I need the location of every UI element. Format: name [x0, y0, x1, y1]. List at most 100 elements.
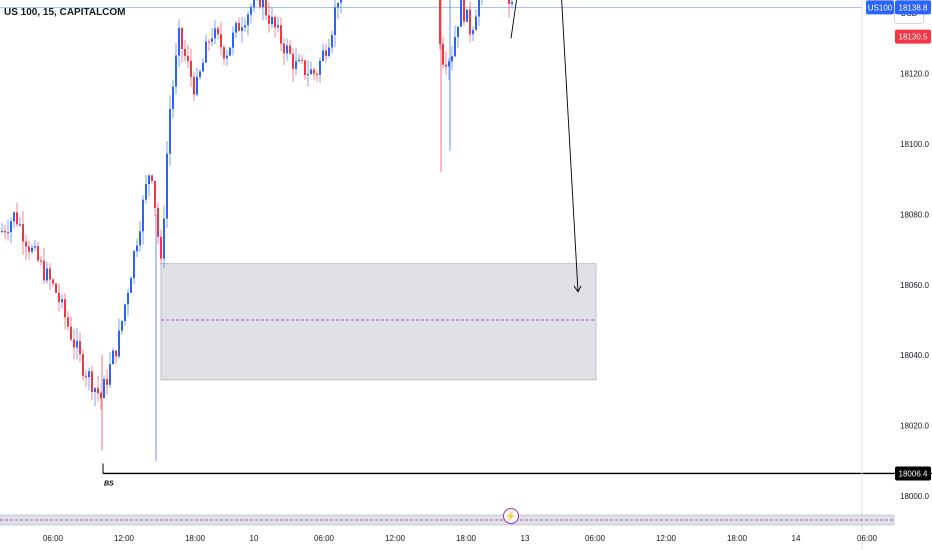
candle-body — [511, 1, 513, 4]
candle-body — [271, 16, 273, 25]
candle-body — [448, 61, 450, 67]
candle-body — [442, 44, 444, 65]
candle — [130, 275, 132, 293]
candle-body — [478, 0, 480, 17]
candle-body — [7, 232, 9, 234]
price-tick-label: 18000.0 — [900, 492, 929, 501]
candle-body — [130, 278, 132, 293]
time-tick-label: 06:00 — [43, 534, 64, 543]
time-tick-label: 13 — [521, 534, 530, 543]
candle — [217, 25, 219, 40]
candle — [55, 282, 57, 294]
candle — [115, 350, 117, 364]
candle-body — [325, 50, 327, 56]
zone-box[interactable] — [160, 263, 597, 381]
flash-icon[interactable]: ⚡ — [503, 508, 519, 524]
price-axis[interactable]: 18000.0 18020.0 18040.0 18060.0 18080.0 18100… — [861, 0, 931, 550]
candle — [454, 25, 456, 58]
candle — [10, 217, 12, 244]
candle — [31, 243, 33, 255]
price-marker-support: 18006.4 — [899, 469, 928, 478]
time-tick-label: 12:00 — [656, 534, 677, 543]
candle-body — [85, 375, 87, 378]
candle — [295, 48, 297, 76]
symbol-title[interactable]: US 100, 15, CAPITALCOM — [4, 7, 126, 18]
candle — [187, 44, 189, 69]
candle — [220, 21, 222, 56]
candle-body — [472, 30, 474, 35]
candle — [202, 58, 204, 72]
candle-body — [247, 14, 249, 26]
candle — [46, 261, 48, 284]
candle — [268, 2, 270, 33]
candle-body — [91, 371, 93, 393]
candle-body — [340, 0, 342, 3]
candle-body — [316, 73, 318, 75]
candle-body — [61, 299, 63, 303]
candle-body — [121, 320, 123, 331]
candle-body — [106, 379, 108, 385]
candle — [319, 57, 321, 84]
candle — [472, 26, 474, 41]
candle-body — [331, 34, 333, 48]
candle — [1, 223, 3, 234]
price-tick-label: 18060.0 — [900, 281, 929, 290]
price-tick-label: 18100.0 — [900, 140, 929, 149]
candle — [283, 38, 285, 66]
candle — [133, 249, 135, 284]
candle-body — [457, 26, 459, 38]
candle-body — [460, 0, 462, 27]
candle — [178, 19, 180, 68]
candle — [259, 0, 261, 9]
price-tick-label: 18080.0 — [900, 210, 929, 219]
candle-body — [16, 212, 18, 225]
candle — [88, 367, 90, 391]
candle — [13, 211, 15, 229]
candle-body — [181, 28, 183, 49]
candle — [256, 0, 258, 1]
candle — [334, 0, 336, 48]
candle — [478, 0, 480, 27]
candle — [199, 69, 201, 80]
candle — [184, 39, 186, 62]
candle-body — [163, 218, 165, 259]
candle-body — [19, 224, 21, 226]
candle-body — [76, 341, 78, 348]
candle-body — [469, 9, 471, 35]
candle — [340, 0, 342, 14]
candle-body — [232, 32, 234, 48]
candle — [58, 283, 60, 312]
candle — [445, 50, 447, 76]
candle-body — [157, 207, 159, 237]
candle-body — [205, 41, 207, 63]
candle-body — [250, 7, 252, 15]
candle — [244, 17, 246, 32]
candle-body — [169, 108, 171, 154]
candles-layer — [1, 0, 513, 461]
candle-body — [139, 231, 141, 246]
candle — [316, 70, 318, 83]
candle-body — [310, 69, 312, 75]
time-tick-label: 12:00 — [385, 534, 406, 543]
candle — [235, 21, 237, 39]
candle-body — [40, 260, 42, 262]
candle — [103, 375, 105, 399]
candle-body — [10, 221, 12, 233]
time-axis[interactable]: 06:00 12:00 18:00 10 06:00 12:00 18:00 13 06:00 1… — [0, 514, 895, 543]
candle-body — [46, 268, 48, 281]
candle — [271, 6, 273, 28]
candle-body — [160, 236, 162, 259]
zones-layer: +OB 15 Min — [160, 263, 597, 381]
projection-arrowhead — [573, 285, 582, 293]
candle — [151, 174, 153, 184]
candle — [100, 391, 102, 410]
candle — [169, 95, 171, 167]
candle — [322, 43, 324, 63]
candle-body — [241, 27, 243, 31]
candle-body — [466, 9, 468, 22]
candle-body — [196, 76, 198, 95]
candle-body — [286, 45, 288, 54]
time-tick-label: 12:00 — [114, 534, 135, 543]
candle — [109, 351, 111, 389]
